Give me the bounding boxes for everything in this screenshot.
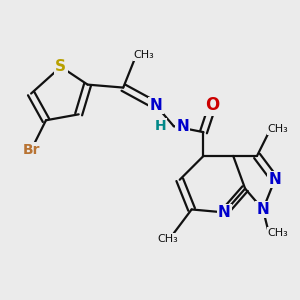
- Text: CH₃: CH₃: [158, 234, 178, 244]
- Text: N: N: [176, 119, 189, 134]
- Text: Br: Br: [22, 143, 40, 157]
- Text: N: N: [268, 172, 281, 187]
- Text: N: N: [256, 202, 269, 217]
- Text: H: H: [154, 119, 166, 133]
- Text: CH₃: CH₃: [267, 124, 288, 134]
- Text: S: S: [55, 59, 66, 74]
- Text: O: O: [205, 96, 220, 114]
- Text: CH₃: CH₃: [134, 50, 154, 60]
- Text: N: N: [218, 205, 231, 220]
- Text: N: N: [150, 98, 162, 113]
- Text: CH₃: CH₃: [267, 228, 288, 238]
